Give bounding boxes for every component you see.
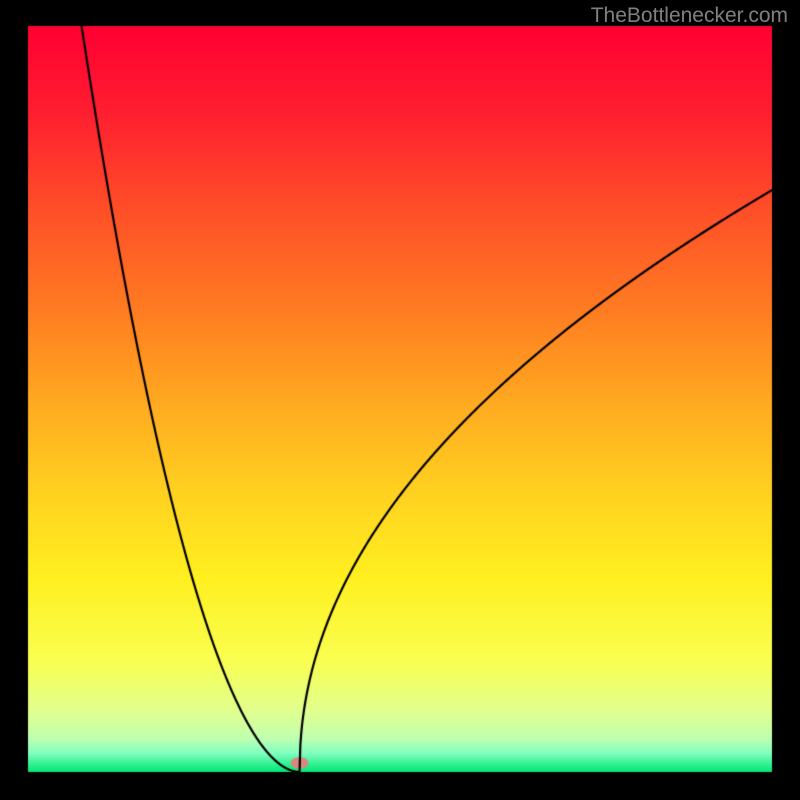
watermark-label: TheBottlenecker.com [591, 4, 788, 28]
bottleneck-chart-canvas [0, 0, 800, 800]
chart-container: TheBottlenecker.com [0, 0, 800, 800]
